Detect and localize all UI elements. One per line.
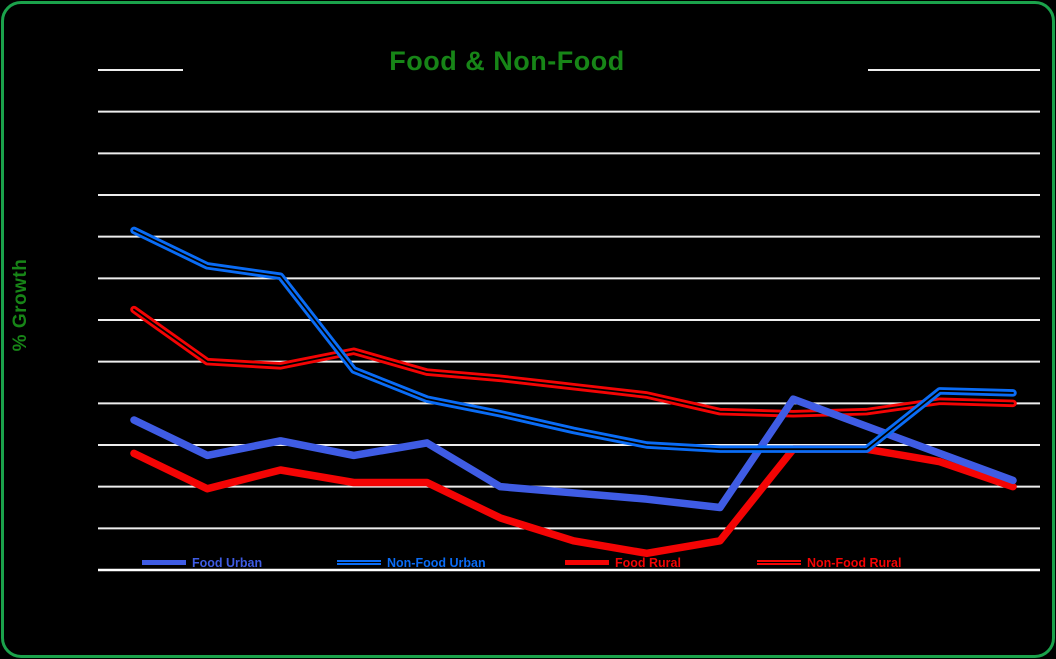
series-line-core-non-food-rural [133,308,1014,415]
y-axis-label: % Growth [10,258,31,352]
series-line-food-rural [130,445,1017,558]
title-hidden-text-mask [183,52,868,76]
series-line-food-urban [130,395,1017,512]
chart-title: Food & Non-Food [389,46,625,76]
series-line-non-food-urban [130,226,1017,453]
series-line-core-non-food-urban [133,229,1014,451]
